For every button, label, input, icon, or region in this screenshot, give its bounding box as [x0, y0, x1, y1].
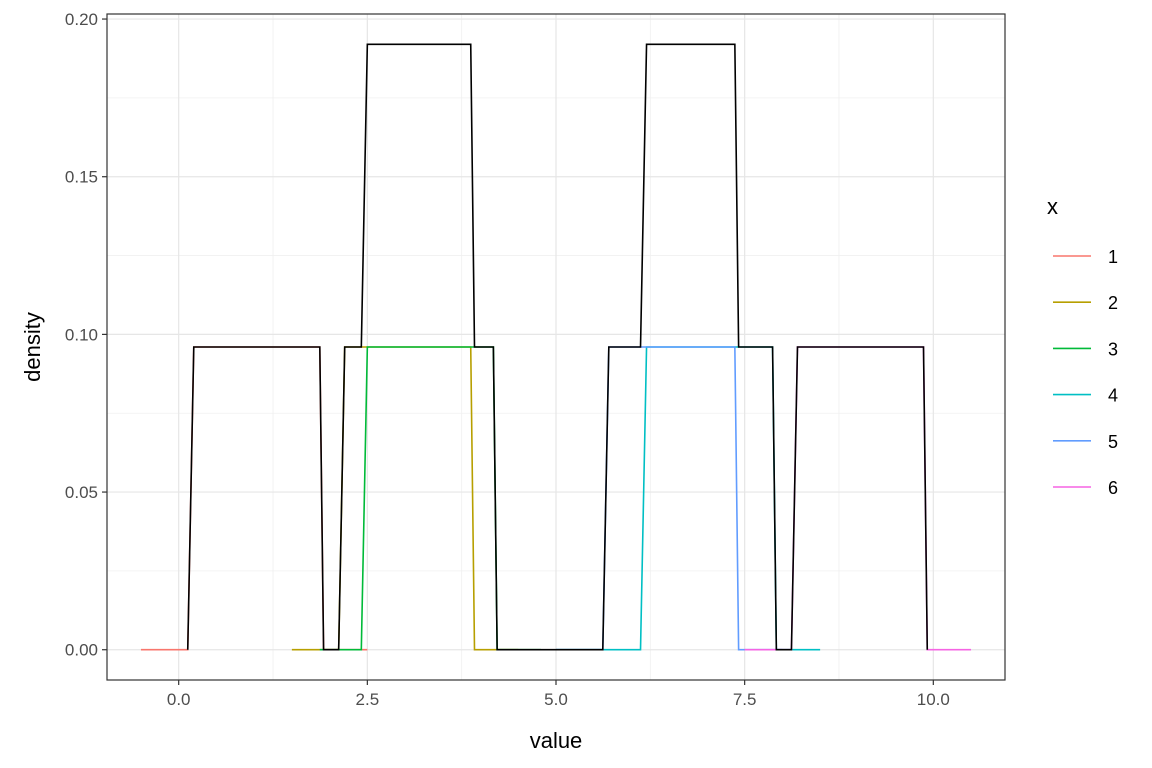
- series-lines: [140, 43, 972, 651]
- legend-label-4: 4: [1108, 386, 1118, 406]
- y-tick-label: 0.00: [65, 641, 98, 660]
- total-density-line: [186, 43, 929, 651]
- legend-items: 1 2 3 4 5 6: [1053, 247, 1118, 498]
- y-tick-label: 0.15: [65, 168, 98, 187]
- x-tick-label: 2.5: [356, 690, 380, 709]
- x-tick-label: 0.0: [167, 690, 191, 709]
- legend-title: x: [1047, 194, 1058, 219]
- legend: x 1 2 3 4 5 6: [1047, 194, 1118, 498]
- legend-label-3: 3: [1108, 339, 1118, 359]
- x-tick-label: 7.5: [733, 690, 757, 709]
- legend-label-6: 6: [1108, 478, 1118, 498]
- y-axis-title: density: [20, 312, 45, 382]
- y-tick-label: 0.05: [65, 483, 98, 502]
- legend-label-1: 1: [1108, 247, 1118, 267]
- legend-label-2: 2: [1108, 293, 1118, 313]
- y-tick-label: 0.20: [65, 10, 98, 29]
- legend-label-5: 5: [1108, 432, 1118, 452]
- y-tick-label: 0.10: [65, 325, 98, 344]
- x-tick-label: 5.0: [544, 690, 568, 709]
- x-tick-label: 10.0: [917, 690, 950, 709]
- x-axis-title: value: [530, 728, 583, 753]
- axis-ticks: 0.0 2.5 5.0 7.5 10.0 0.00 0.05 0.10 0.15 0.20: [65, 10, 950, 709]
